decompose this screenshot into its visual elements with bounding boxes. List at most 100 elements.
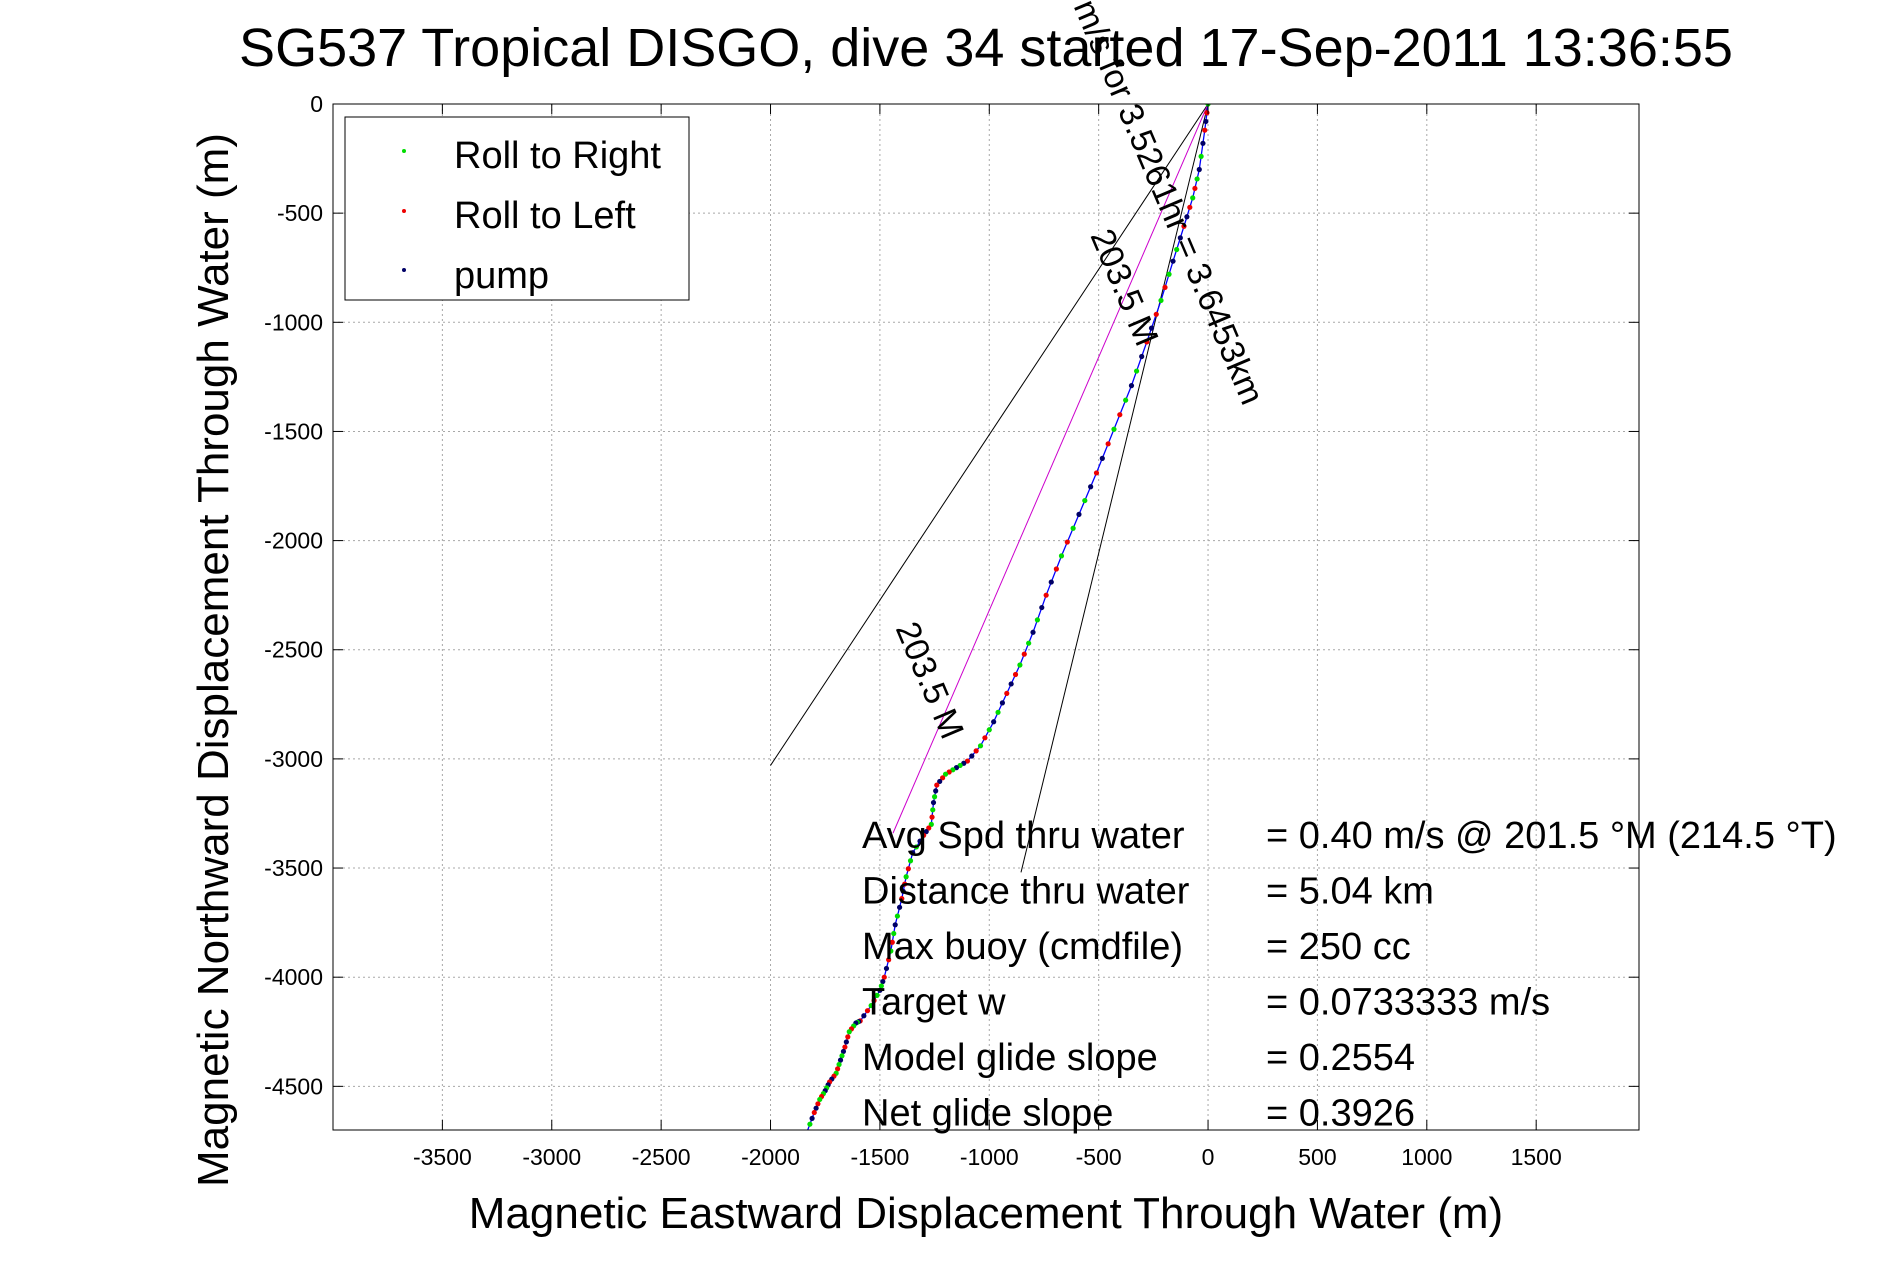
track-marker xyxy=(1117,412,1123,418)
legend-marker-roll-left xyxy=(402,209,406,213)
track-marker xyxy=(861,1013,867,1019)
y-tick-label: -3000 xyxy=(264,746,323,772)
track-marker xyxy=(1204,110,1210,116)
y-tick-label: -1500 xyxy=(264,418,323,444)
track-marker xyxy=(921,832,927,838)
plot-area-frame xyxy=(332,103,1640,1131)
track-marker xyxy=(986,727,992,733)
track-marker xyxy=(929,814,935,820)
legend-label-roll-right: Roll to Right xyxy=(454,135,661,177)
track-marker xyxy=(900,888,906,894)
summary-label: Max buoy (cmdfile) xyxy=(862,926,1183,968)
track-marker xyxy=(995,709,1001,715)
x-tick-label: -3000 xyxy=(522,1144,581,1170)
track-marker xyxy=(1202,127,1208,133)
track-marker xyxy=(1105,441,1111,447)
track-marker xyxy=(907,858,914,864)
track-marker xyxy=(1004,690,1010,697)
track-marker xyxy=(1099,455,1105,461)
track-marker xyxy=(894,913,901,919)
track-marker xyxy=(1139,353,1145,360)
summary-value: = 0.0733333 m/s xyxy=(1266,982,1550,1024)
track-marker xyxy=(1012,671,1019,678)
track-marker xyxy=(880,978,886,985)
track-marker xyxy=(917,838,923,844)
y-tick-label: -4000 xyxy=(264,964,323,990)
summary-label: Target w xyxy=(862,982,1006,1024)
x-tick-label: 1000 xyxy=(1401,1144,1452,1170)
track-marker xyxy=(837,1057,844,1063)
track-marker xyxy=(905,866,911,872)
y-tick-label: -2500 xyxy=(264,637,323,663)
summary-value: = 0.3926 xyxy=(1266,1093,1415,1135)
x-tick-label: -2500 xyxy=(632,1144,691,1170)
legend-label-pump: pump xyxy=(454,255,549,297)
track-marker xyxy=(845,1034,851,1040)
x-tick-label: -1500 xyxy=(850,1144,909,1170)
track-marker xyxy=(923,829,929,835)
track-marker xyxy=(807,1121,813,1127)
track-marker xyxy=(902,881,908,887)
track-marker xyxy=(903,874,909,880)
x-tick-label: -3500 xyxy=(413,1144,472,1170)
track-marker xyxy=(913,844,919,850)
track-marker xyxy=(937,778,943,785)
track-marker xyxy=(839,1053,845,1059)
rotated-annotation-1: 203.5 M xyxy=(1083,223,1166,351)
track-marker xyxy=(1170,258,1176,264)
track-marker xyxy=(842,1044,848,1050)
track-marker xyxy=(1030,629,1036,635)
track-marker xyxy=(883,965,890,972)
track-marker xyxy=(1064,539,1070,545)
track-marker xyxy=(1192,185,1198,192)
track-marker xyxy=(811,1109,817,1116)
track-marker xyxy=(1058,553,1065,559)
track-marker xyxy=(840,1048,847,1055)
track-marker xyxy=(1196,166,1202,173)
track-marker xyxy=(1158,297,1164,304)
rotated-annotation-3: 203.5 M xyxy=(888,616,971,744)
legend-marker-roll-right xyxy=(402,149,406,153)
legend-label-roll-left: Roll to Left xyxy=(454,195,636,237)
summary-text-block: Avg Spd thru water = 0.40 m/s @ 201.5 °M … xyxy=(862,815,1837,1135)
track-marker xyxy=(940,775,946,781)
track-marker xyxy=(871,997,877,1004)
x-tick-label: 1500 xyxy=(1511,1144,1562,1170)
track-marker xyxy=(815,1101,821,1107)
track-marker xyxy=(1070,525,1076,531)
track-marker xyxy=(891,930,897,937)
track-marker xyxy=(1174,246,1180,253)
x-tick-label: 500 xyxy=(1298,1144,1336,1170)
data-layer xyxy=(770,103,1211,1130)
summary-value: = 5.04 km xyxy=(1266,871,1434,913)
track-marker xyxy=(1198,153,1204,159)
track-marker xyxy=(1194,176,1200,182)
track-marker xyxy=(1008,681,1014,687)
track-marker xyxy=(1144,339,1150,345)
track-markers xyxy=(807,104,1211,1127)
track-marker xyxy=(1123,397,1129,403)
track-marker xyxy=(1021,651,1027,657)
track-marker xyxy=(1184,214,1190,220)
track-marker xyxy=(1148,325,1155,331)
chart-title: SG537 Tropical DISGO, dive 34 started 17… xyxy=(239,18,1733,78)
track-marker xyxy=(892,922,898,928)
dive-track xyxy=(807,104,1209,1130)
track-marker xyxy=(1048,579,1054,585)
track-marker xyxy=(930,799,937,806)
x-tick-label: -500 xyxy=(1076,1144,1122,1170)
track-marker xyxy=(931,794,938,800)
track-marker xyxy=(1043,592,1049,598)
track-marker xyxy=(999,700,1006,706)
y-tick-label: 0 xyxy=(310,91,323,117)
track-marker xyxy=(813,1105,819,1111)
y-tick-label: -1000 xyxy=(264,309,323,335)
x-tick-label: -2000 xyxy=(741,1144,800,1170)
track-marker xyxy=(1190,195,1196,201)
track-marker xyxy=(1162,284,1168,290)
track-marker xyxy=(910,850,916,856)
track-marker xyxy=(1093,470,1100,476)
track-marker xyxy=(977,743,984,749)
summary-value: = 0.40 m/s @ 201.5 °M (214.5 °T) xyxy=(1266,815,1837,857)
track-marker xyxy=(1082,497,1088,504)
